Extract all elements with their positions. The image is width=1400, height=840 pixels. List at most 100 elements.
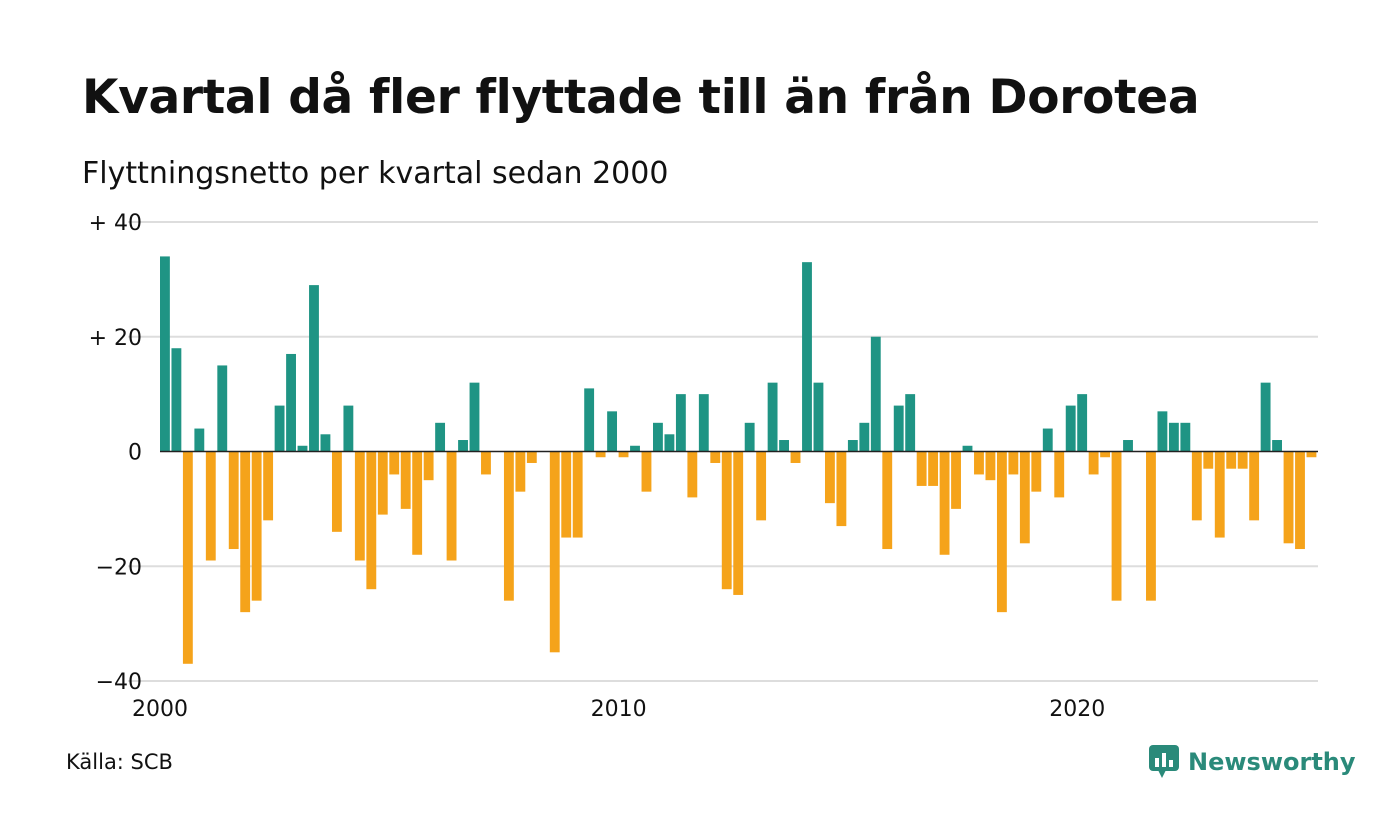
bar xyxy=(526,451,537,463)
bar xyxy=(205,451,216,561)
x-tick-label: 2000 xyxy=(132,697,188,722)
bar xyxy=(435,422,446,452)
bar xyxy=(400,451,411,509)
bar xyxy=(985,451,996,481)
bar xyxy=(882,451,893,550)
bar xyxy=(595,451,606,458)
y-axis-labels: + 40 + 20 0 −20 −40 xyxy=(89,211,142,695)
bar xyxy=(171,348,182,452)
bar xyxy=(1249,451,1260,521)
bar xyxy=(1306,451,1317,458)
y-tick-label: + 20 xyxy=(89,326,142,351)
bar xyxy=(847,440,858,452)
bar xyxy=(1295,451,1305,550)
bar xyxy=(733,451,744,595)
bar xyxy=(962,445,973,452)
bar xyxy=(572,451,583,538)
bar xyxy=(1272,440,1282,452)
bar xyxy=(1283,451,1294,544)
bar xyxy=(217,365,228,452)
bar xyxy=(767,382,778,452)
bar xyxy=(916,451,927,486)
y-tick-label: 0 xyxy=(128,441,142,466)
bar xyxy=(721,451,732,590)
bar xyxy=(228,451,239,550)
bar xyxy=(813,382,824,452)
bar xyxy=(320,434,331,452)
bar xyxy=(469,382,480,452)
y-tick-label: −40 xyxy=(96,670,142,695)
bar xyxy=(1180,422,1191,452)
bar xyxy=(481,451,491,475)
bar xyxy=(343,405,354,452)
bar xyxy=(515,451,526,492)
bar xyxy=(698,394,709,452)
bar xyxy=(251,451,262,601)
bar xyxy=(1214,451,1225,538)
y-tick-label: −20 xyxy=(96,555,142,580)
bar xyxy=(1260,382,1271,452)
x-axis-labels: 2000 2010 2020 xyxy=(132,697,1105,722)
bar xyxy=(687,451,698,498)
bar xyxy=(607,411,618,452)
bar xyxy=(263,451,274,521)
bar xyxy=(194,428,205,452)
bar xyxy=(756,451,767,521)
bar xyxy=(297,445,308,452)
bar xyxy=(458,440,468,452)
bar xyxy=(274,405,285,452)
bar xyxy=(1031,451,1042,492)
bar xyxy=(1065,405,1076,452)
bar xyxy=(446,451,457,561)
bar xyxy=(779,440,789,452)
bar xyxy=(893,405,904,452)
bar xyxy=(1123,440,1133,452)
bar xyxy=(377,451,388,515)
bar xyxy=(996,451,1007,613)
bar xyxy=(503,451,514,601)
bar xyxy=(389,451,400,475)
bar xyxy=(1054,451,1065,498)
x-tick-label: 2020 xyxy=(1049,697,1105,722)
bar xyxy=(905,394,916,452)
bar xyxy=(951,451,961,509)
bar xyxy=(309,285,319,452)
bar xyxy=(630,445,640,452)
bars xyxy=(160,256,1317,664)
bar xyxy=(1042,428,1053,452)
bar xyxy=(1146,451,1156,601)
bar xyxy=(1077,394,1088,452)
brand-logo[interactable]: Newsworthy xyxy=(1148,744,1356,780)
bar xyxy=(802,262,812,452)
bar xyxy=(974,451,984,475)
bar xyxy=(1019,451,1030,544)
bar xyxy=(1157,411,1168,452)
bar xyxy=(240,451,251,613)
bar xyxy=(859,422,870,452)
bar xyxy=(1008,451,1019,475)
bar xyxy=(1088,451,1099,475)
brand-name: Newsworthy xyxy=(1188,748,1356,776)
newsworthy-logo-icon xyxy=(1149,745,1179,778)
bar xyxy=(939,451,950,555)
bar xyxy=(824,451,835,504)
bar xyxy=(664,434,675,452)
bar xyxy=(331,451,342,532)
bar xyxy=(836,451,847,527)
bar xyxy=(1168,422,1179,452)
bar xyxy=(1226,451,1237,469)
bar xyxy=(1237,451,1248,469)
bar xyxy=(423,451,434,481)
bar xyxy=(182,451,193,664)
bar xyxy=(549,451,560,653)
bar xyxy=(653,422,663,452)
bar xyxy=(870,336,881,452)
bar xyxy=(618,451,629,458)
bar xyxy=(286,353,296,452)
bar xyxy=(354,451,365,561)
bar xyxy=(412,451,423,555)
bar xyxy=(744,422,755,452)
chart-subtitle: Flyttningsnetto per kvartal sedan 2000 xyxy=(82,156,669,191)
bar xyxy=(675,394,686,452)
